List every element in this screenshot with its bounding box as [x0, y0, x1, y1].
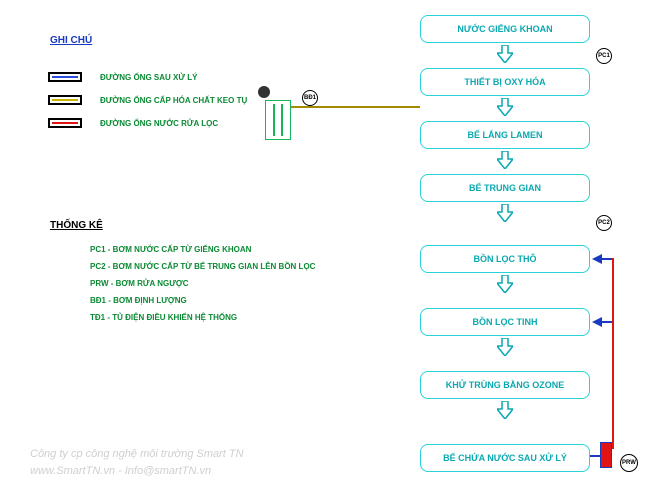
- flow-arrow-0: [497, 45, 513, 63]
- stat-line-0: PC1 - BƠM NƯỚC CẤP TỪ GIẾNG KHOAN: [90, 245, 251, 254]
- watermark-line1: Công ty cp công nghệ môi trường Smart TN: [30, 448, 244, 460]
- chem-pump-icon: [258, 86, 270, 98]
- flow-arrow-5: [497, 338, 513, 356]
- bubble-bđ1: BĐ1: [302, 90, 318, 106]
- flow-node-4: BỒN LỌC THÔ: [420, 245, 590, 273]
- return-line-vertical: [612, 258, 614, 449]
- stat-line-2: PRW - BƠM RỬA NGƯỢC: [90, 279, 188, 288]
- flow-node-0: NƯỚC GIẾNG KHOAN: [420, 15, 590, 43]
- flow-node-7: BỂ CHỨA NƯỚC SAU XỬ LÝ: [420, 444, 590, 472]
- flow-node-1: THIẾT BỊ OXY HÓA: [420, 68, 590, 96]
- bubble-pc2: PC2: [596, 215, 612, 231]
- legend-label-1: ĐƯỜNG ỐNG CẤP HÓA CHẤT KEO TỤ: [100, 96, 247, 105]
- chem-feed-line: [289, 106, 420, 108]
- flow-node-5: BỒN LỌC TINH: [420, 308, 590, 336]
- flow-arrow-3: [497, 204, 513, 222]
- stat-line-4: TĐ1 - TỦ ĐIỆN ĐIỀU KHIỂN HỆ THỐNG: [90, 313, 237, 322]
- flow-arrow-6: [497, 401, 513, 419]
- flow-node-3: BỂ TRUNG GIAN: [420, 174, 590, 202]
- flow-arrow-1: [497, 98, 513, 116]
- flow-node-2: BỂ LẮNG LAMEN: [420, 121, 590, 149]
- flow-node-6: KHỬ TRÙNG BẰNG OZONE: [420, 371, 590, 399]
- legend-swatch-0: [48, 72, 82, 82]
- legend-label-2: ĐƯỜNG ỐNG NƯỚC RỬA LỌC: [100, 119, 218, 128]
- legend-swatch-2: [48, 118, 82, 128]
- return-arrow-head-0: [592, 254, 602, 264]
- stat-line-1: PC2 - BƠM NƯỚC CẤP TỪ BỂ TRUNG GIAN LÊN …: [90, 262, 315, 271]
- return-arrow-head-1: [592, 317, 602, 327]
- watermark-line2: www.SmartTN.vn - Info@smartTN.vn: [30, 465, 211, 477]
- stat-line-3: BĐ1 - BƠM ĐỊNH LƯỢNG: [90, 296, 187, 305]
- flow-arrow-2: [497, 151, 513, 169]
- thong-ke-title: THỐNG KÊ: [50, 220, 103, 231]
- bubble-prw: PRW: [620, 454, 638, 472]
- flow-arrow-4: [497, 275, 513, 293]
- chem-tank-icon: [265, 100, 291, 140]
- legend-label-0: ĐƯỜNG ỐNG SAU XỬ LÝ: [100, 73, 197, 82]
- ghi-chu-title: GHI CHÚ: [50, 35, 92, 46]
- pump-prw-icon: [600, 442, 612, 468]
- bubble-pc1: PC1: [596, 48, 612, 64]
- legend-swatch-1: [48, 95, 82, 105]
